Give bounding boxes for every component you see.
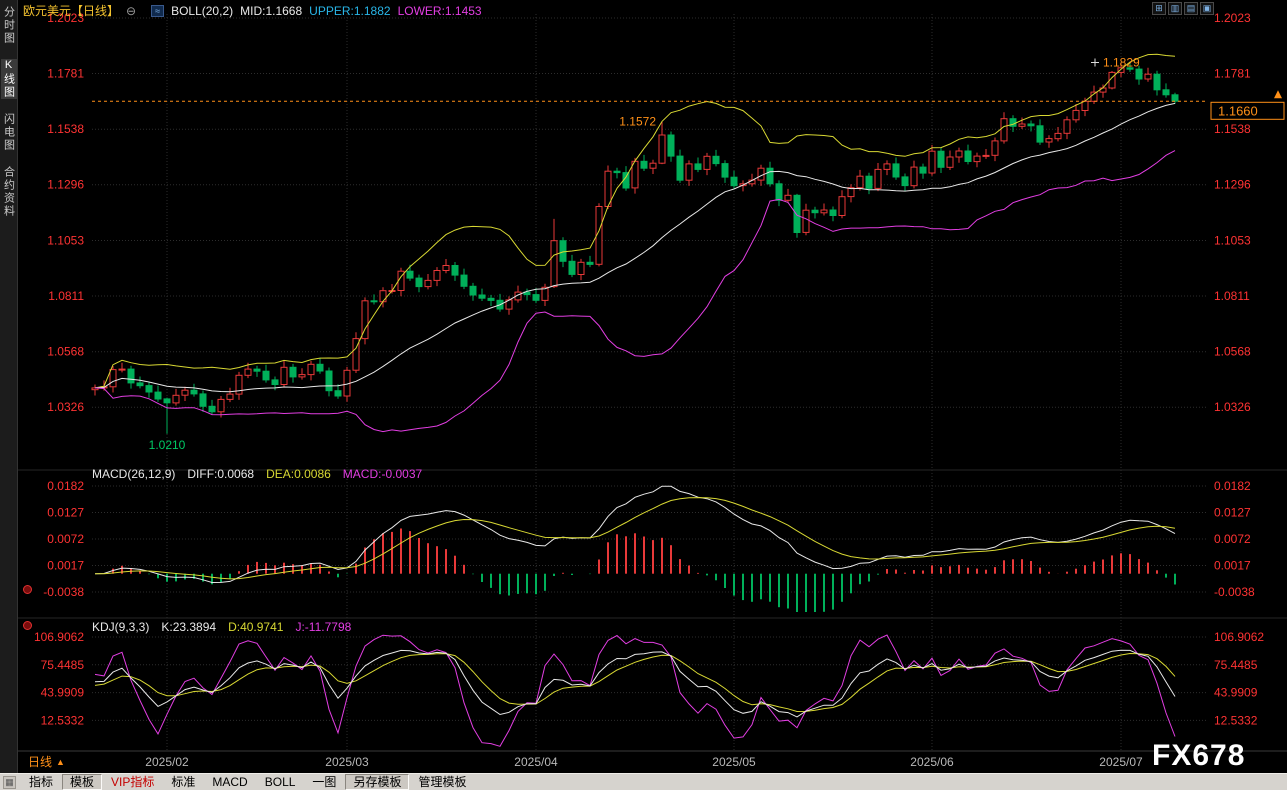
svg-text:1.2023: 1.2023	[47, 11, 84, 25]
kdj-j-value: J:-11.7798	[295, 620, 352, 634]
svg-text:1.1572: 1.1572	[619, 114, 656, 128]
svg-text:75.4485: 75.4485	[1214, 658, 1258, 672]
svg-text:75.4485: 75.4485	[41, 658, 85, 672]
svg-text:0.0127: 0.0127	[1214, 506, 1251, 520]
period-selector[interactable]: 日线 ▲	[28, 753, 65, 770]
macd-label: MACD(26,12,9)	[92, 467, 176, 481]
kdj-d-value: D:40.9741	[228, 620, 284, 634]
price-arrow-icon	[1274, 90, 1282, 99]
kdj-label: KDJ(9,3,3)	[92, 620, 150, 634]
svg-text:0.0017: 0.0017	[1214, 559, 1251, 573]
svg-text:0.0127: 0.0127	[47, 506, 84, 520]
boll-indicator-icon[interactable]: ≈	[151, 4, 165, 17]
boll-lower-value: LOWER:1.1453	[397, 3, 482, 18]
svg-text:1.1660: 1.1660	[1218, 103, 1258, 118]
grid-window-icon[interactable]: ▤	[1184, 2, 1198, 15]
macd-bar-value: MACD:-0.0037	[342, 467, 423, 481]
svg-text:1.0568: 1.0568	[47, 345, 84, 359]
svg-text:43.9909: 43.9909	[1214, 686, 1258, 700]
toolbar-item-one-chart[interactable]: 一图	[312, 775, 337, 789]
kdj-header: KDJ(9,3,3) K:23.3894 D:40.9741 J:-11.779…	[92, 620, 351, 634]
brand-watermark: FX678	[1152, 739, 1246, 772]
svg-text:1.0326: 1.0326	[1214, 400, 1251, 414]
svg-text:1.1538: 1.1538	[1214, 122, 1251, 136]
svg-text:2025/04: 2025/04	[514, 755, 558, 769]
kdj-k-value: K:23.3894	[161, 620, 217, 634]
svg-text:1.1053: 1.1053	[1214, 233, 1251, 247]
svg-text:0.0072: 0.0072	[1214, 532, 1251, 546]
tile-windows-icon[interactable]: ⊞	[1152, 2, 1166, 15]
svg-text:1.1296: 1.1296	[47, 178, 84, 192]
svg-text:2025/07: 2025/07	[1099, 755, 1143, 769]
period-arrow-icon: ▲	[56, 756, 65, 767]
svg-text:1.0568: 1.0568	[1214, 345, 1251, 359]
collapse-icon[interactable]: ⊖	[126, 3, 137, 18]
kdj-panel-dot-icon[interactable]	[23, 621, 32, 630]
symbol-title: 欧元美元【日线】	[23, 4, 120, 18]
svg-text:1.0326: 1.0326	[47, 400, 84, 414]
last-price-tag	[1210, 101, 1285, 120]
svg-text:1.1296: 1.1296	[1214, 178, 1251, 192]
sidebar-item-time-chart[interactable]: 分时图	[2, 6, 15, 45]
sidebar-item-contract-info[interactable]: 合约资料	[2, 166, 15, 218]
svg-text:43.9909: 43.9909	[41, 686, 85, 700]
boll-mid-value: MID:1.1668	[240, 3, 303, 18]
chart-header: 欧元美元【日线】 ⊖ ≈ BOLL(20,2) MID:1.1668 UPPER…	[23, 3, 482, 19]
candles-layer: 1.1572 1.0210 1.1829	[91, 53, 1206, 452]
svg-text:0.0072: 0.0072	[47, 532, 84, 546]
svg-text:1.0811: 1.0811	[1214, 289, 1250, 303]
svg-text:106.9062: 106.9062	[1214, 630, 1264, 644]
sidebar-item-kline-chart[interactable]: K线图	[0, 59, 17, 99]
left-tab-bar: 分时图 K线图 闪电图 合约资料	[0, 0, 18, 773]
boll-label: BOLL(20,2)	[171, 3, 234, 18]
toolbar-grip-icon[interactable]: ▦	[3, 775, 16, 789]
svg-text:1.1053: 1.1053	[47, 233, 84, 247]
svg-text:2025/02: 2025/02	[145, 755, 189, 769]
period-label: 日线	[28, 755, 53, 769]
toolbar-item-macd[interactable]: MACD	[212, 775, 248, 789]
svg-text:2025/05: 2025/05	[712, 755, 756, 769]
svg-text:12.5332: 12.5332	[41, 713, 85, 727]
svg-text:1.0811: 1.0811	[48, 289, 84, 303]
svg-text:1.1829: 1.1829	[1103, 55, 1140, 69]
svg-text:106.9062: 106.9062	[34, 630, 84, 644]
window-controls: ⊞ ▥ ▤ ▣	[1152, 2, 1214, 15]
svg-text:12.5332: 12.5332	[1214, 713, 1258, 727]
toolbar-item-vip-indicators[interactable]: VIP指标	[111, 775, 155, 789]
svg-text:1.1538: 1.1538	[47, 122, 84, 136]
macd-panel-dot-icon[interactable]	[23, 585, 32, 594]
maximize-icon[interactable]: ▣	[1200, 2, 1214, 15]
svg-text:2025/06: 2025/06	[910, 755, 954, 769]
svg-text:0.0182: 0.0182	[47, 479, 84, 493]
macd-header: MACD(26,12,9) DIFF:0.0068 DEA:0.0086 MAC…	[92, 467, 422, 481]
svg-text:1.2023: 1.2023	[1214, 11, 1251, 25]
grid-layer: 1.2023 1.2023 1.1781 1.1781 1.1538 1.1538 1.12…	[34, 11, 1264, 769]
toolbar-item-standard[interactable]: 标准	[171, 775, 196, 789]
sidebar-item-flash-chart[interactable]: 闪电图	[2, 113, 15, 152]
svg-text:1.1781: 1.1781	[47, 67, 84, 81]
svg-text:0.0017: 0.0017	[47, 559, 84, 573]
toolbar-item-save-template[interactable]: 另存模板	[345, 774, 410, 790]
chart-canvas[interactable]: 1.2023 1.2023 1.1781 1.1781 1.1538 1.1538 1.12…	[18, 0, 1287, 773]
svg-text:1.0210: 1.0210	[149, 438, 186, 452]
toolbar-item-boll[interactable]: BOLL	[264, 775, 296, 789]
toolbar-item-manage-template[interactable]: 管理模板	[418, 775, 467, 789]
macd-dea-value: DEA:0.0086	[266, 467, 331, 481]
kdj-layer	[94, 634, 1176, 747]
toolbar-item-indicators[interactable]: 指标	[29, 775, 54, 789]
macd-layer	[94, 485, 1176, 612]
boll-upper-value: UPPER:1.1882	[309, 3, 391, 18]
svg-text:0.0182: 0.0182	[1214, 479, 1251, 493]
bottom-toolbar: ▦ 指标 模板 VIP指标 标准 MACD BOLL 一图 另存模板 管理模板	[0, 773, 1287, 790]
chart-window-icon[interactable]: ▥	[1168, 2, 1182, 15]
svg-text:-0.0038: -0.0038	[43, 585, 84, 599]
svg-text:-0.0038: -0.0038	[1214, 585, 1255, 599]
svg-text:1.1781: 1.1781	[1214, 67, 1251, 81]
svg-text:2025/03: 2025/03	[325, 755, 369, 769]
macd-diff-value: DIFF:0.0068	[187, 467, 255, 481]
toolbar-item-templates[interactable]: 模板	[62, 774, 103, 790]
